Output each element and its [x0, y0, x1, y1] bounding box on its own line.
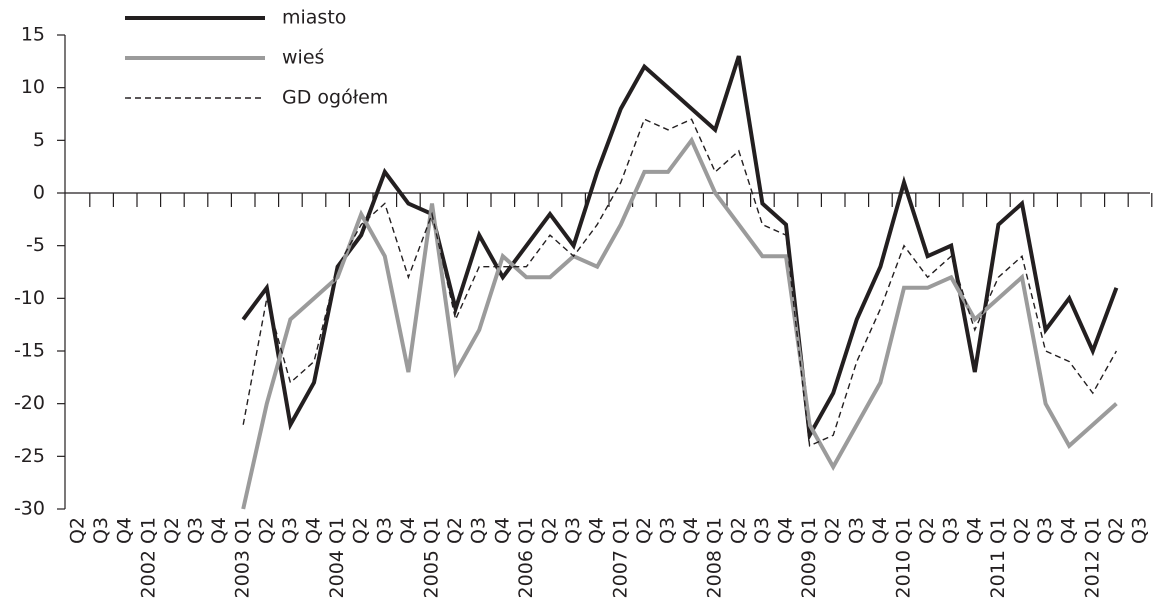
series-line — [241, 55, 1119, 442]
x-tick-label: Q3 — [279, 517, 301, 544]
x-tick-label: Q2 — [916, 517, 938, 544]
x-tick-label: Q4 — [586, 517, 608, 544]
x-tick-label: 2008 Q1 — [704, 517, 726, 598]
x-tick-label: Q3 — [90, 517, 112, 544]
y-tick-label: 0 — [33, 182, 45, 204]
x-tick-label: 2002 Q1 — [137, 517, 159, 598]
legend-label: GD ogółem — [282, 87, 388, 109]
y-tick-label: 15 — [21, 24, 45, 46]
y-tick-label: -25 — [14, 445, 45, 467]
series-line — [241, 136, 1118, 510]
x-tick-label: Q2 — [1011, 517, 1033, 544]
x-tick-label: Q2 — [255, 517, 277, 544]
x-tick-label: 2003 Q1 — [232, 517, 254, 598]
x-tick-label: Q2 — [727, 517, 749, 544]
x-tick-label: Q4 — [963, 517, 985, 544]
x-tick-label: 2004 Q1 — [326, 517, 348, 598]
x-tick-label: Q3 — [1129, 517, 1151, 544]
x-tick-label: Q4 — [114, 517, 136, 544]
x-tick-label: Q3 — [373, 517, 395, 544]
x-tick-label: Q2 — [444, 517, 466, 544]
x-tick-label: 2009 Q1 — [798, 517, 820, 598]
x-tick-label: Q3 — [468, 517, 490, 544]
x-tick-label: Q3 — [657, 517, 679, 544]
y-tick-label: 5 — [33, 129, 45, 151]
x-tick-label: Q4 — [775, 517, 797, 544]
x-tick-label: 2005 Q1 — [421, 517, 443, 598]
x-tick-label: Q4 — [303, 517, 325, 544]
x-tick-label: 2011 Q1 — [987, 517, 1009, 598]
x-tick-label: Q3 — [562, 517, 584, 544]
x-tick-label: Q3 — [751, 517, 773, 544]
y-tick-label: -30 — [14, 498, 45, 520]
x-tick-label: Q2 — [67, 517, 89, 544]
y-tick-label: 10 — [21, 76, 45, 98]
x-tick-label: 2010 Q1 — [893, 517, 915, 598]
x-tick-label: Q3 — [940, 517, 962, 544]
series-line — [242, 118, 1118, 447]
y-tick-label: -15 — [14, 340, 45, 362]
x-tick-label: Q2 — [1105, 517, 1127, 544]
x-tick-label: Q4 — [397, 517, 419, 544]
x-tick-label: Q3 — [845, 517, 867, 544]
x-tick-label: Q2 — [161, 517, 183, 544]
y-tick-label: -10 — [14, 287, 45, 309]
y-tick-label: -20 — [14, 392, 45, 414]
x-tick-label: Q4 — [1058, 517, 1080, 544]
legend-label: miasto — [282, 7, 346, 29]
x-tick-label: Q2 — [822, 517, 844, 544]
x-tick-label: 2006 Q1 — [515, 517, 537, 598]
x-tick-label: Q4 — [680, 517, 702, 544]
x-tick-label: 2007 Q1 — [609, 517, 631, 598]
x-tick-label: Q2 — [350, 517, 372, 544]
x-tick-label: Q4 — [869, 517, 891, 544]
x-tick-label: Q4 — [208, 517, 230, 544]
x-tick-label: Q3 — [1034, 517, 1056, 544]
x-tick-label: 2012 Q1 — [1081, 517, 1103, 598]
y-tick-label: -5 — [26, 234, 45, 256]
legend-label: wieś — [282, 47, 324, 69]
x-tick-label: Q4 — [491, 517, 513, 544]
x-tick-label: Q3 — [185, 517, 207, 544]
x-tick-label: Q2 — [633, 517, 655, 544]
x-tick-label: Q2 — [539, 517, 561, 544]
